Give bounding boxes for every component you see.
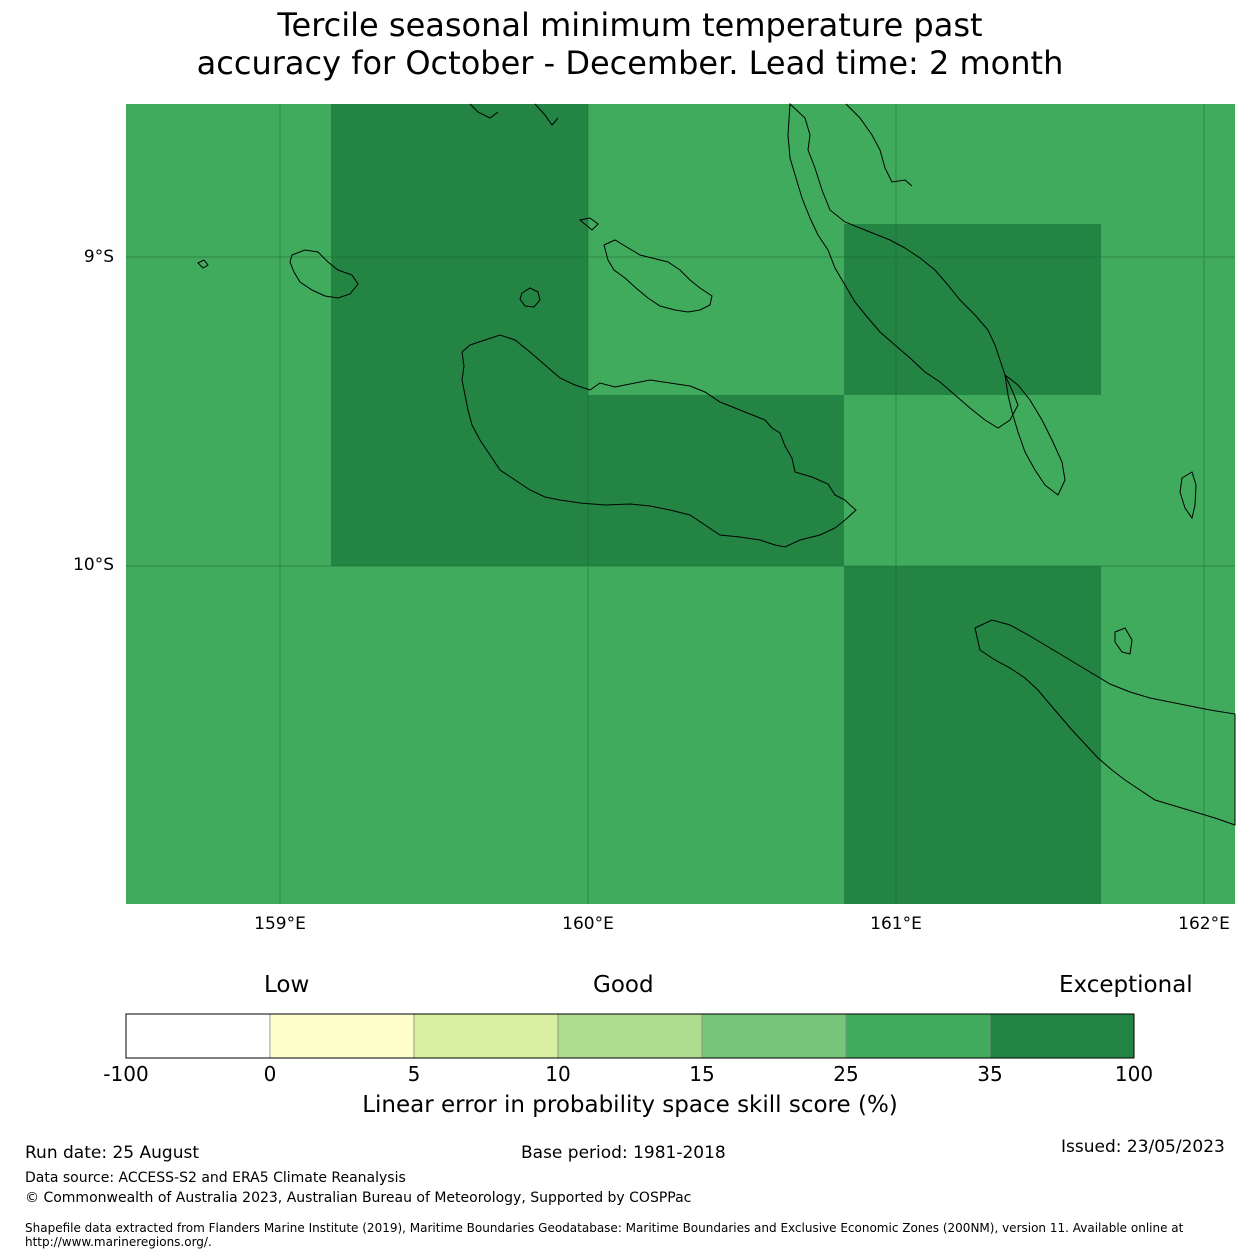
- colorbar-tick: 35: [977, 1062, 1003, 1086]
- north-islet-2: [534, 103, 559, 126]
- colorbar-tick: 0: [263, 1062, 277, 1086]
- colorbar-tick: 100: [1114, 1062, 1154, 1086]
- ulawa-island: [1114, 627, 1133, 655]
- colorbar: [125, 1013, 1135, 1059]
- colorbar-tick: 10: [545, 1062, 571, 1086]
- guadalcanal-coast: [461, 334, 857, 548]
- colorbar-tick: -100: [103, 1062, 149, 1086]
- x-tick-159e: 159°E: [254, 914, 306, 934]
- florida-islands-coast: [603, 239, 713, 313]
- title-line-1: Tercile seasonal minimum temperature pas…: [277, 6, 983, 44]
- makira-coast: [974, 619, 1236, 826]
- grid-cell-dark: [844, 224, 1101, 395]
- russell-islands-coast: [289, 249, 359, 299]
- x-tick-161e: 161°E: [870, 914, 922, 934]
- tiny-islet: [578, 217, 599, 231]
- title-line-2: accuracy for October - December. Lead ti…: [196, 44, 1064, 82]
- colorbar-block: [989, 1013, 1135, 1059]
- colorbar-title: Linear error in probability space skill …: [362, 1092, 898, 1118]
- run-date: Run date: 25 August: [25, 1143, 199, 1163]
- x-tick-162e: 162°E: [1178, 914, 1230, 934]
- grid-cell-dark: [331, 104, 588, 566]
- base-period: Base period: 1981-2018: [521, 1143, 726, 1163]
- colorbar-block: [845, 1013, 991, 1059]
- savo-island-coast: [519, 287, 541, 308]
- grid-cell-dark: [844, 566, 1101, 904]
- colorbar-frame: [125, 1013, 1135, 1059]
- shapefile-credit-line-1: Shapefile data extracted from Flanders M…: [25, 1221, 1184, 1235]
- malaita-coast: [1004, 373, 1066, 496]
- colorbar-block: [701, 1013, 847, 1059]
- shapefile-credit-line-2: http://www.marineregions.org/.: [25, 1235, 212, 1249]
- colorbar-tick: 15: [689, 1062, 715, 1086]
- issued-date: Issued: 23/05/2023: [1061, 1137, 1225, 1157]
- colorbar-tick: 25: [833, 1062, 859, 1086]
- data-source: Data source: ACCESS-S2 and ERA5 Climate …: [25, 1170, 406, 1186]
- x-tick-160e: 160°E: [562, 914, 614, 934]
- small-island-west: [197, 259, 209, 269]
- y-tick-9s: 9°S: [84, 247, 114, 267]
- y-tick-10s: 10°S: [73, 555, 114, 575]
- shapefile-credit: Shapefile data extracted from Flanders M…: [25, 1221, 1225, 1249]
- colorbar-label-low: Low: [264, 972, 310, 998]
- coastlines: [197, 102, 1236, 826]
- small-island-east: [1179, 471, 1197, 520]
- colorbar-block: [413, 1013, 559, 1059]
- colorbar-block: [125, 1013, 271, 1059]
- skill-map: 9°S 10°S 159°E 160°E 161°E 162°E: [73, 102, 1236, 934]
- chart-title: Tercile seasonal minimum temperature pas…: [0, 6, 1260, 82]
- north-coast-island: [845, 103, 913, 187]
- colorbar-label-good: Good: [593, 972, 654, 998]
- copyright: © Commonwealth of Australia 2023, Austra…: [25, 1190, 692, 1206]
- colorbar-label-exceptional: Exceptional: [1059, 972, 1193, 998]
- colorbar-tick: 5: [407, 1062, 421, 1086]
- colorbar-block: [557, 1013, 703, 1059]
- santa-isabel-coast: [787, 102, 1019, 429]
- north-islet-1: [469, 103, 499, 119]
- colorbar-block: [269, 1013, 415, 1059]
- grid-cell-dark: [588, 395, 844, 566]
